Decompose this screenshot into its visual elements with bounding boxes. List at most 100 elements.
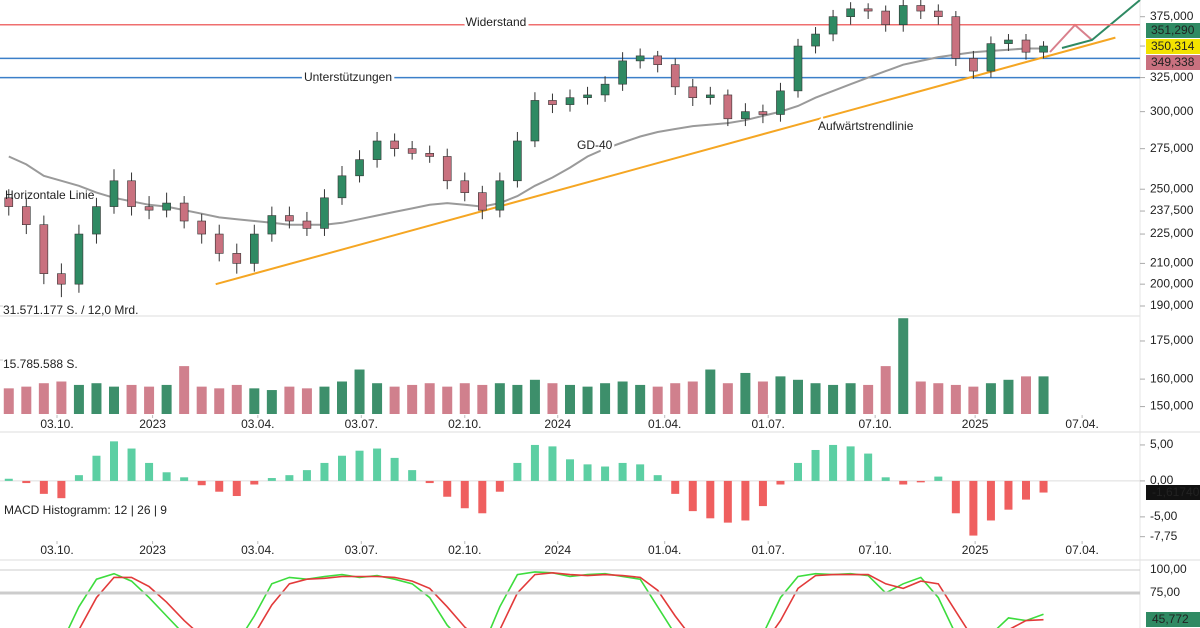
y-tick-label: 300,000 <box>1150 104 1194 118</box>
candle-body <box>758 111 768 115</box>
x-tick-label: 2023 <box>139 417 166 431</box>
macd-bar <box>92 455 101 481</box>
candle-body <box>337 175 347 199</box>
macd-bar <box>846 446 855 481</box>
candle-body <box>355 159 364 177</box>
macd-bar <box>1004 480 1013 510</box>
macd-bar <box>548 446 557 481</box>
macd-bar <box>758 480 767 507</box>
macd-bar <box>566 459 574 481</box>
candle-body <box>530 100 540 142</box>
candle-body <box>600 83 610 96</box>
ma-label: GD-40 <box>577 138 613 152</box>
macd-bar <box>285 475 294 481</box>
candle-body <box>302 220 312 229</box>
macd-bar <box>1039 480 1048 493</box>
candle-body <box>1021 39 1031 53</box>
candle-body <box>951 16 961 59</box>
macd-bar <box>57 480 66 499</box>
macd-bar <box>706 480 715 519</box>
volume-bar <box>828 384 839 414</box>
macd-bar <box>74 475 83 481</box>
macd-bar <box>110 441 118 481</box>
x-tick-label: 2024 <box>544 543 571 557</box>
candle-body <box>670 64 680 88</box>
value-badge-label: -1,61740 <box>1152 485 1200 499</box>
volume-bar <box>56 381 67 414</box>
volume-bar <box>863 384 874 414</box>
macd-bar <box>197 480 206 486</box>
y-tick-label: 210,000 <box>1150 256 1194 270</box>
volume-bar <box>705 369 716 414</box>
volume-bar <box>652 386 663 414</box>
volume-bar <box>985 383 996 414</box>
volume-bar <box>179 366 190 414</box>
macd-bar <box>513 462 522 481</box>
candle-body <box>390 140 399 149</box>
volume-bar <box>249 388 260 414</box>
volume-bar <box>144 386 155 414</box>
macd-bar <box>22 480 31 484</box>
macd-bar <box>390 457 399 481</box>
candle-body <box>127 180 136 207</box>
macd-bar <box>653 475 662 481</box>
macd-bar <box>636 464 645 481</box>
macd-bar <box>864 453 873 481</box>
macd-bar <box>811 449 820 481</box>
trendline-label: Aufwärtstrendlinie <box>818 119 914 133</box>
x-tick-label: 01.04. <box>648 417 681 431</box>
price-badge <box>1146 55 1200 70</box>
candle-body <box>635 55 645 62</box>
y-tick-label: 160,000 <box>1150 371 1194 385</box>
volume-bar <box>670 383 681 414</box>
candle-body <box>267 215 277 235</box>
price-badge-label: 351,290 <box>1151 23 1195 37</box>
volume-bar <box>635 384 646 414</box>
candle-body <box>863 8 873 12</box>
macd-bar <box>934 476 943 481</box>
macd-bar <box>250 480 259 485</box>
x-tick-label: 07.04. <box>1065 417 1098 431</box>
volume-bar <box>196 386 207 414</box>
volume-bar <box>810 383 821 414</box>
price-badge <box>1146 23 1200 38</box>
macd-bar <box>338 455 346 481</box>
candle-body <box>653 55 662 65</box>
y-tick-label: 100,00 <box>1150 562 1187 576</box>
candle-body <box>372 140 382 160</box>
volume-bar <box>687 381 698 414</box>
candle-body <box>144 206 154 211</box>
x-tick-label: 07.10. <box>858 543 891 557</box>
volume-bar <box>529 379 540 414</box>
candle-body <box>706 94 715 98</box>
x-tick-label: 2025 <box>962 543 989 557</box>
candle-body <box>723 94 733 120</box>
macd-bar <box>180 477 189 481</box>
macd-bar <box>583 464 592 481</box>
macd-bar <box>443 480 452 497</box>
note: Horizontale Linie <box>5 188 95 202</box>
candle-body <box>442 156 452 182</box>
volume-bar <box>547 383 558 414</box>
candle-body <box>548 100 557 105</box>
candle-body <box>214 233 224 254</box>
candle-body <box>916 5 926 12</box>
macd-bar <box>460 480 469 509</box>
volume-bar <box>477 384 488 414</box>
macd-bar <box>601 466 610 481</box>
volume-bar <box>109 386 119 414</box>
volume-bar <box>459 383 470 414</box>
candle-body <box>39 224 49 274</box>
macd-bar <box>986 480 995 521</box>
x-tick-label: 01.07. <box>751 417 784 431</box>
volume-bar <box>354 369 365 414</box>
candle-body <box>197 220 206 235</box>
candle-body <box>513 140 522 182</box>
y-tick-label: 275,000 <box>1150 141 1194 155</box>
y-tick-label: 200,000 <box>1150 276 1194 290</box>
x-tick-label: 2024 <box>544 417 571 431</box>
y-tick-label: 15.785.588 S. <box>3 357 78 371</box>
macd-bar <box>741 480 750 521</box>
candle-body <box>583 94 592 98</box>
